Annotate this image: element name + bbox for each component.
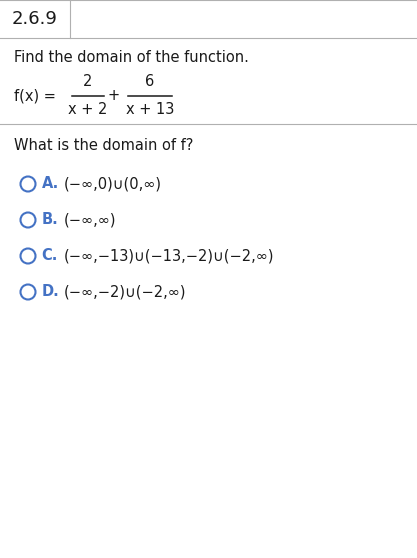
Text: What is the domain of f?: What is the domain of f? xyxy=(14,138,193,153)
Text: D.: D. xyxy=(42,285,59,300)
Text: x + 13: x + 13 xyxy=(126,103,174,118)
Text: Find the domain of the function.: Find the domain of the function. xyxy=(14,51,249,65)
Text: (−∞,−13)∪(−13,−2)∪(−2,∞): (−∞,−13)∪(−13,−2)∪(−2,∞) xyxy=(63,248,274,263)
Text: (−∞,0)∪(0,∞): (−∞,0)∪(0,∞) xyxy=(63,176,161,191)
Text: x + 2: x + 2 xyxy=(68,103,108,118)
Text: f(x) =: f(x) = xyxy=(14,89,56,103)
Text: +: + xyxy=(108,89,120,103)
Text: (−∞,∞): (−∞,∞) xyxy=(63,213,116,228)
Text: B.: B. xyxy=(42,213,58,228)
Text: 2: 2 xyxy=(83,75,93,89)
Text: A.: A. xyxy=(42,176,59,191)
Text: 2.6.9: 2.6.9 xyxy=(12,10,58,28)
Text: C.: C. xyxy=(42,248,58,263)
Text: (−∞,−2)∪(−2,∞): (−∞,−2)∪(−2,∞) xyxy=(63,285,186,300)
Text: 6: 6 xyxy=(146,75,155,89)
